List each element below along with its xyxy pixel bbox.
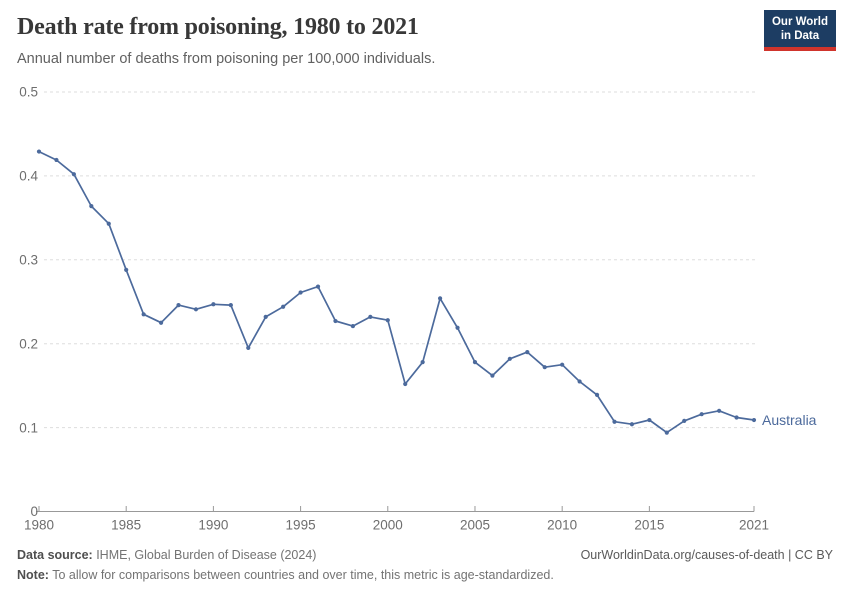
data-point — [403, 381, 408, 387]
data-point — [525, 349, 530, 355]
data-point — [333, 318, 338, 324]
owid-logo-line2: in Data — [780, 30, 820, 43]
x-axis-tick-label: 2021 — [739, 518, 769, 533]
note-value: To allow for comparisons between countri… — [48, 568, 554, 582]
data-point — [385, 318, 390, 323]
data-line-australia — [38, 150, 755, 434]
x-axis-tick-label: 1985 — [111, 518, 141, 533]
data-point — [507, 356, 512, 361]
x-axis-tick-label: 2000 — [373, 518, 403, 533]
data-point — [228, 303, 233, 308]
data-point — [298, 290, 303, 295]
data-point — [368, 314, 373, 319]
y-axis-tick-label: 0.4 — [19, 169, 38, 184]
data-point — [699, 412, 704, 417]
chart-title: Death rate from poisoning, 1980 to 2021 — [17, 14, 419, 40]
x-axis-tick-label: 1990 — [198, 518, 228, 533]
data-point — [263, 314, 268, 319]
data-point — [420, 360, 425, 365]
data-point — [717, 408, 722, 413]
data-point — [682, 418, 687, 423]
owid-logo-line1: Our World — [771, 16, 828, 28]
data-point — [577, 379, 582, 384]
x-axis-tick-label: 2015 — [634, 518, 664, 533]
data-source-value: IHME, Global Burden of Disease (2024) — [92, 548, 317, 562]
data-point — [124, 267, 129, 272]
note-label: Note: — [17, 568, 49, 582]
data-point — [490, 373, 495, 378]
x-axis-tick-label: 1995 — [286, 518, 316, 533]
data-source-label: Data source: — [17, 548, 93, 562]
x-axis-tick-label: 2010 — [547, 518, 577, 533]
data-point — [141, 312, 146, 317]
y-axis-tick-label: 0.1 — [19, 420, 38, 435]
data-point — [36, 149, 42, 154]
data-source-text: Data source: IHME, Global Burden of Dise… — [17, 548, 316, 562]
data-point — [734, 415, 739, 420]
data-point — [542, 365, 547, 370]
data-point — [54, 157, 59, 163]
data-point — [612, 419, 617, 424]
data-point — [594, 392, 600, 397]
data-point — [560, 362, 565, 367]
footer-url[interactable]: OurWorldinData.org/causes-of-death | CC … — [580, 548, 833, 562]
data-point — [176, 303, 181, 308]
data-point — [664, 430, 669, 435]
data-point — [246, 345, 251, 350]
data-point — [281, 304, 286, 309]
data-point — [158, 320, 164, 325]
y-axis-tick-label: 0.2 — [19, 336, 38, 351]
data-point — [71, 172, 76, 177]
data-point — [350, 323, 356, 329]
data-point — [472, 360, 478, 365]
note-text: Note: To allow for comparisons between c… — [17, 568, 554, 582]
chart-subtitle: Annual number of deaths from poisoning p… — [17, 51, 436, 67]
x-axis-tick-label: 1980 — [24, 518, 54, 533]
y-axis-tick-label: 0 — [30, 504, 38, 519]
data-point — [437, 296, 443, 301]
chart-footer: Data source: IHME, Global Burden of Dise… — [17, 548, 833, 588]
data-point — [647, 417, 652, 423]
y-axis-tick-label: 0.5 — [19, 85, 38, 100]
y-axis-tick-label: 0.3 — [19, 253, 38, 268]
owid-logo: Our World in Data — [763, 10, 836, 51]
data-point — [211, 302, 216, 307]
data-point — [629, 422, 635, 427]
data-point — [89, 204, 94, 209]
data-point — [751, 417, 757, 423]
x-axis-tick-label: 2005 — [460, 518, 490, 533]
data-point — [315, 284, 321, 289]
series-label-australia[interactable]: Australia — [762, 412, 817, 428]
data-point — [106, 221, 111, 226]
data-point — [193, 307, 199, 312]
data-point — [455, 325, 460, 330]
